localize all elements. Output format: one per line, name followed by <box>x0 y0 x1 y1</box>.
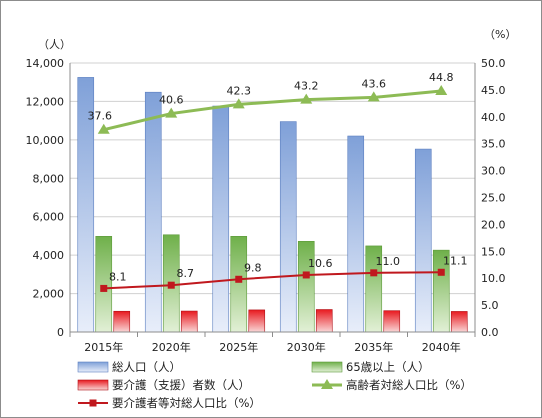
elderly-ratio-point <box>435 84 448 95</box>
category-label: 2015年 <box>84 340 123 354</box>
right-tick-label: 25.0 <box>481 192 506 205</box>
left-tick-label: 14,000 <box>26 57 65 70</box>
bar-1 <box>144 91 162 333</box>
care-ratio-label: 8.1 <box>109 270 127 283</box>
bar-layer <box>77 77 468 333</box>
grid-layer <box>70 62 475 295</box>
bar-3 <box>450 311 468 333</box>
right-tick-label: 30.0 <box>481 165 506 178</box>
legend-item: 高齢者対総人口比（%） <box>312 378 472 392</box>
bar-3 <box>180 310 198 333</box>
care-ratio-point <box>167 281 175 289</box>
left-tick-label: 2,000 <box>33 288 65 301</box>
bar-2 <box>297 241 315 333</box>
line-layer <box>97 84 448 292</box>
left-tick-label: 6,000 <box>33 211 65 224</box>
legend-swatch <box>311 361 343 373</box>
care-ratio-point <box>302 271 310 279</box>
legend-swatch <box>77 361 109 373</box>
elderly-ratio-label: 43.6 <box>362 77 387 90</box>
legend-label: 65歳以上（人） <box>346 360 430 374</box>
care-ratio-line <box>103 271 442 290</box>
legend-label: 総人口（人） <box>112 360 181 374</box>
left-tick-label: 4,000 <box>33 249 65 262</box>
elderly-ratio-point <box>300 93 313 104</box>
right-tick-label: 15.0 <box>481 245 506 258</box>
left-tick-label: 12,000 <box>26 95 65 108</box>
elderly-ratio-point <box>232 98 245 109</box>
right-tick-label: 20.0 <box>481 218 506 231</box>
bar-1 <box>279 121 297 333</box>
care-ratio-point <box>370 269 378 277</box>
axis-layer: （人） （%） 0 2,000 4,000 6,000 8,000 10,000 12,00… <box>26 28 517 354</box>
right-tick-label: 35.0 <box>481 138 506 151</box>
left-tick-label: 8,000 <box>33 172 65 185</box>
legend-marker <box>89 399 97 407</box>
category-label: 2035年 <box>354 340 393 354</box>
right-tick-label: 50.0 <box>481 57 506 70</box>
right-tick-label: 45.0 <box>481 84 506 97</box>
right-tick-label: 10.0 <box>481 272 506 285</box>
bar-1 <box>212 105 230 333</box>
care-ratio-point <box>437 268 445 276</box>
elderly-ratio-line <box>103 89 442 132</box>
bar-2 <box>230 236 248 333</box>
legend-swatch <box>77 379 109 391</box>
elderly-ratio-label: 43.2 <box>294 80 319 93</box>
bar-3 <box>248 309 266 333</box>
bar-1 <box>347 135 365 333</box>
label-layer: 37.6 40.6 42.3 43.2 43.6 44.8 8.1 8.7 9.8 10.6 11.… <box>88 71 468 283</box>
right-axis-unit: （%） <box>484 28 516 41</box>
legend-label: 要介護者等対総人口比（%） <box>112 396 261 410</box>
elderly-ratio-label: 37.6 <box>88 110 113 123</box>
bar-3 <box>383 310 401 333</box>
right-tick-label: 40.0 <box>481 111 506 124</box>
care-ratio-label: 11.0 <box>376 255 401 268</box>
care-ratio-label: 8.7 <box>177 267 195 280</box>
legend-label: 要介護（支援）者数（人） <box>112 378 250 392</box>
elderly-ratio-label: 44.8 <box>429 71 454 84</box>
bar-1 <box>414 148 432 333</box>
care-ratio-label: 11.1 <box>443 254 468 267</box>
legend-item: 要介護者等対総人口比（%） <box>78 396 261 410</box>
care-ratio-point <box>100 284 108 292</box>
category-label: 2040年 <box>422 340 461 354</box>
bar-3 <box>315 309 333 333</box>
elderly-ratio-point <box>367 91 380 102</box>
care-ratio-label: 9.8 <box>244 261 262 274</box>
care-ratio-label: 10.6 <box>308 257 333 270</box>
bar-3 <box>113 310 131 333</box>
category-label: 2020年 <box>152 340 191 354</box>
legend-item: 要介護（支援）者数（人） <box>77 378 250 392</box>
elderly-ratio-point <box>165 107 178 118</box>
left-tick-label: 0 <box>57 326 64 339</box>
category-label: 2030年 <box>287 340 326 354</box>
legend: 総人口（人） 65歳以上（人） 要介護（支援）者数（人） 高齢者対総人口比（%） 要介護… <box>77 360 472 410</box>
legend-label: 高齢者対総人口比（%） <box>346 378 472 392</box>
bar-2 <box>95 236 113 333</box>
category-label: 2025年 <box>219 340 258 354</box>
elderly-ratio-label: 40.6 <box>159 94 184 107</box>
legend-item: 65歳以上（人） <box>311 360 430 374</box>
legend-item: 総人口（人） <box>77 360 181 374</box>
elderly-ratio-point <box>97 123 110 134</box>
left-axis-unit: （人） <box>38 38 71 51</box>
elderly-ratio-label: 42.3 <box>227 84 252 97</box>
right-tick-label: 0.0 <box>481 326 499 339</box>
legend-marker <box>321 379 333 389</box>
right-tick-label: 5.0 <box>481 299 499 312</box>
care-ratio-point <box>235 275 243 283</box>
left-tick-label: 10,000 <box>26 134 65 147</box>
